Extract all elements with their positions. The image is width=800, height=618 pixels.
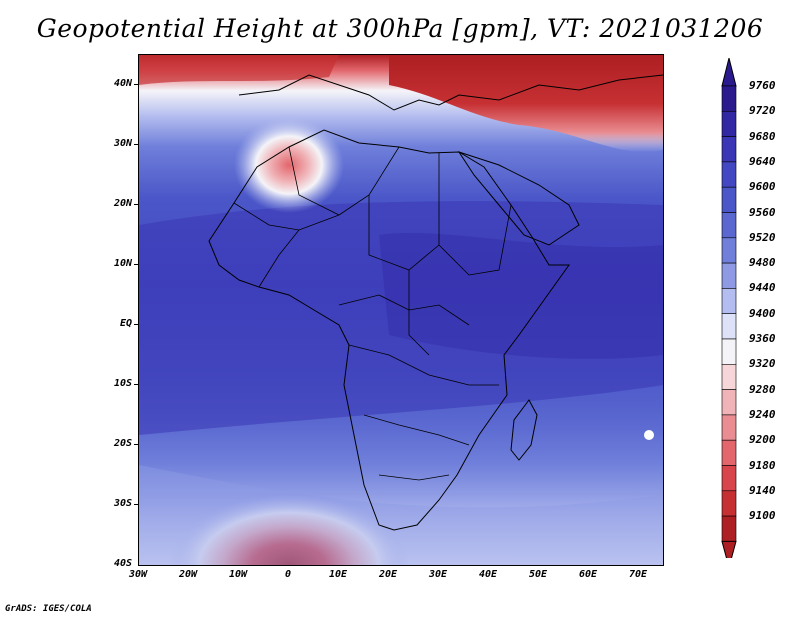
lat-label-30s: 30S	[113, 498, 132, 509]
lon-label-10w: 10W	[228, 569, 248, 580]
lon-label-30w: 30W	[128, 569, 148, 580]
colorbar-label: 9100	[749, 509, 776, 523]
tick-20s	[134, 444, 138, 445]
lat-label-eq: EQ	[119, 318, 132, 329]
lat-label-20n: 20N	[113, 198, 132, 209]
colorbar-bottom-arrow	[721, 540, 737, 558]
lat-label-40n: 40N	[113, 78, 132, 89]
colorbar-swatch	[721, 136, 737, 163]
colorbar-swatch	[721, 439, 737, 466]
credit-text: GrADS: IGES/COLA	[5, 604, 92, 614]
tick-20n	[134, 204, 138, 205]
colorbar-swatch	[721, 186, 737, 213]
lat-label-10s: 10S	[113, 378, 132, 389]
colorbar-label: 9560	[749, 205, 776, 219]
colorbar-swatch	[721, 161, 737, 188]
colorbar-label: 9480	[749, 256, 776, 270]
tick-10s	[134, 384, 138, 385]
colorbar-label: 9140	[749, 483, 776, 497]
colorbar-swatch	[721, 338, 737, 365]
lon-label-20e: 20E	[378, 569, 398, 580]
colorbar-swatch	[721, 110, 737, 137]
lat-label-30n: 30N	[113, 138, 132, 149]
colorbar-label: 9400	[749, 306, 776, 320]
tick-30n	[134, 144, 138, 145]
colorbar-swatch	[721, 363, 737, 390]
lon-label-50e: 50E	[528, 569, 548, 580]
colorbar-swatch	[721, 313, 737, 340]
colorbar-label: 9680	[749, 129, 776, 143]
colorbar-swatch	[721, 490, 737, 517]
colorbar-label: 9520	[749, 230, 776, 244]
tick-eq	[134, 324, 138, 325]
colorbar-label: 9640	[749, 154, 776, 168]
colorbar-swatch	[721, 288, 737, 314]
colorbar-label: 9320	[749, 357, 776, 371]
colorbar-swatch	[721, 212, 737, 239]
colorbar-label: 9180	[749, 458, 776, 472]
lon-label-40e: 40E	[478, 569, 498, 580]
tick-10n	[134, 264, 138, 265]
map-panel	[138, 54, 664, 566]
colorbar-label: 9360	[749, 332, 776, 345]
colorbar-label: 9720	[749, 104, 776, 118]
lon-label-0: 0	[284, 569, 292, 580]
tick-30s	[134, 504, 138, 505]
colorbar-swatch	[721, 389, 737, 416]
colorbar-label: 9440	[749, 281, 776, 295]
lon-label-70e: 70E	[628, 569, 648, 580]
colorbar	[721, 58, 737, 558]
colorbar-label: 9600	[749, 180, 776, 194]
geopotential-field	[139, 55, 663, 565]
lon-label-60e: 60E	[578, 569, 598, 580]
lat-label-10n: 10N	[113, 258, 132, 269]
lat-label-40s: 40S	[113, 558, 132, 569]
colorbar-swatch	[721, 85, 737, 112]
colorbar-label: 9240	[749, 407, 776, 421]
colorbar-swatch	[721, 262, 737, 289]
colorbar-label: 9200	[749, 433, 776, 447]
colorbar-swatch	[721, 414, 737, 441]
map-title: Geopotential Height at 300hPa [gpm], VT:…	[36, 14, 764, 43]
lon-label-10e: 10E	[328, 569, 348, 580]
colorbar-label: 9280	[749, 382, 776, 396]
lat-label-20s: 20S	[113, 438, 132, 449]
colorbar-swatch	[721, 237, 737, 264]
colorbar-swatch	[721, 515, 737, 542]
tick-40n	[134, 84, 138, 85]
lon-label-20w: 20W	[178, 569, 198, 580]
lon-label-30e: 30E	[428, 569, 448, 580]
colorbar-label: 9760	[749, 79, 776, 92]
africa-coastline	[208, 129, 570, 531]
colorbar-top-arrow	[721, 58, 737, 87]
colorbar-swatch	[721, 465, 737, 492]
